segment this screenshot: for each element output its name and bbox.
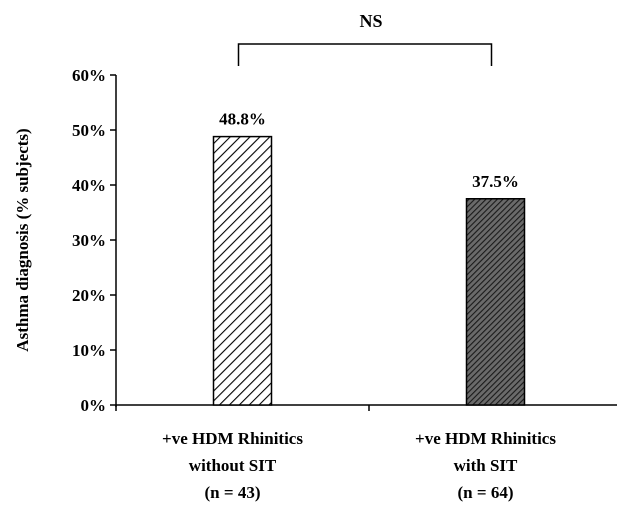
y-axis-label: Asthma diagnosis (% subjects) (13, 128, 32, 351)
data-label: 48.8% (219, 110, 266, 129)
significance-label: NS (359, 11, 382, 31)
y-tick-label: 50% (72, 121, 106, 140)
y-tick-label: 60% (72, 66, 106, 85)
significance-annotation: NS (237, 11, 493, 66)
category-labels: +ve HDM Rhinitics without SIT (n = 43)+ve … (162, 429, 556, 502)
x-category-label-line: (n = 64) (458, 483, 514, 502)
x-category-label: +ve HDM Rhinitics with SIT (n = 64) (415, 429, 556, 502)
y-tick-label: 0% (81, 396, 107, 415)
x-category-label: +ve HDM Rhinitics without SIT (n = 43) (162, 429, 303, 502)
x-category-label-line: +ve HDM Rhinitics (415, 429, 556, 448)
x-category-label-line: with SIT (454, 456, 518, 475)
y-axis-ticks: 0% 10% 20% 30% 40% 50% 60% (72, 66, 370, 415)
y-axis-title: Asthma diagnosis (% subjects) (13, 128, 32, 351)
data-labels: 48.8% 37.5% (219, 110, 519, 191)
y-tick-label: 40% (72, 176, 106, 195)
x-category-label-line: +ve HDM Rhinitics (162, 429, 303, 448)
y-tick-label: 20% (72, 286, 106, 305)
bar (212, 135, 273, 406)
x-category-label-line: (n = 43) (205, 483, 261, 502)
bar (465, 198, 526, 406)
x-category-label-line: without SIT (189, 456, 277, 475)
data-label: 37.5% (472, 172, 519, 191)
significance-bracket (237, 43, 493, 66)
axes (115, 75, 617, 407)
bars (212, 135, 526, 406)
y-tick-label: 10% (72, 341, 106, 360)
y-tick-label: 30% (72, 231, 106, 250)
